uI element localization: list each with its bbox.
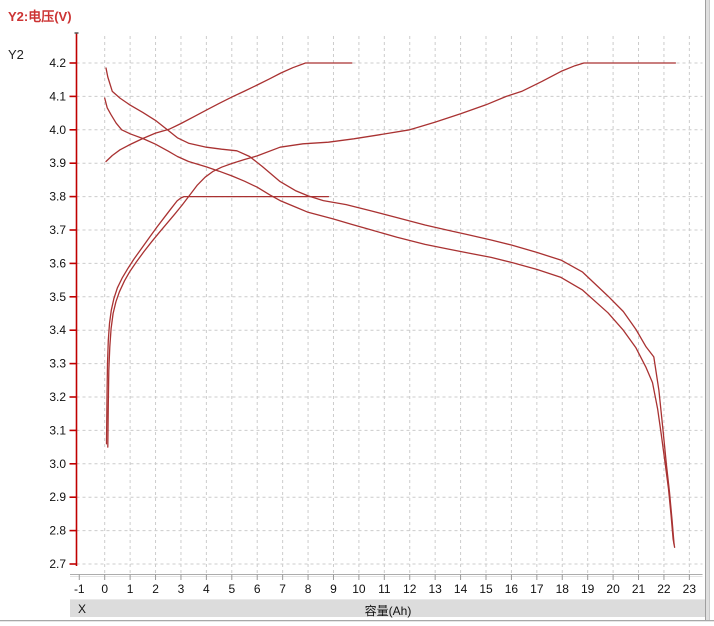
- x-tick-label: 17: [530, 582, 544, 596]
- y-tick-label: 3.0: [49, 457, 66, 471]
- x-tick-label: 2: [152, 582, 159, 596]
- x-tick-label: 5: [228, 582, 235, 596]
- y-tick-label: 2.8: [49, 524, 66, 538]
- x-tick-label: 15: [479, 582, 493, 596]
- x-tick-label: 18: [556, 582, 570, 596]
- x-tick-label: 6: [254, 582, 261, 596]
- x-tick-label: 19: [581, 582, 595, 596]
- y-axis-name: Y2: [8, 47, 24, 62]
- y-tick-label: 3.2: [49, 390, 66, 404]
- x-tick-label: 0: [101, 582, 108, 596]
- x-tick-label: 10: [352, 582, 366, 596]
- curve-charge_fast_to_4v2: [105, 62, 353, 163]
- y-tick-label: 3.9: [49, 156, 66, 170]
- window-right-border: [705, 0, 710, 620]
- x-tick-label: -1: [74, 582, 85, 596]
- x-tick-label: 20: [606, 582, 620, 596]
- x-tick-label: 1: [127, 582, 134, 596]
- curve-discharge_1: [105, 67, 675, 546]
- x-tick-label: 13: [428, 582, 442, 596]
- x-tick-label: 21: [632, 582, 646, 596]
- x-tick-label: 3: [178, 582, 185, 596]
- x-tick-label: 22: [657, 582, 671, 596]
- curve-discharge_2: [104, 97, 676, 548]
- x-tick-label: 14: [454, 582, 468, 596]
- x-tick-label: 7: [279, 582, 286, 596]
- chart-title: Y2:电压(V): [8, 9, 72, 24]
- y-tick-label: 3.4: [49, 323, 66, 337]
- x-tick-label: 4: [203, 582, 210, 596]
- y-tick-label: 2.7: [49, 557, 66, 571]
- y-tick-label: 4.2: [49, 56, 66, 70]
- x-tick-label: 23: [683, 582, 697, 596]
- window-bottom-border: [0, 620, 714, 622]
- x-tick-label: 11: [378, 582, 391, 596]
- x-tick-label: 8: [305, 582, 312, 596]
- y-tick-label: 3.8: [49, 190, 66, 204]
- y-tick-label: 4.0: [49, 123, 66, 137]
- y-tick-label: 3.3: [49, 357, 66, 371]
- x-axis-bar: X 容量(Ah): [70, 599, 706, 618]
- x-tick-label: 9: [330, 582, 337, 596]
- y-tick-label: 3.1: [49, 423, 66, 437]
- curve-charge_cv_3v8: [105, 195, 330, 445]
- x-axis-title: 容量(Ah): [364, 604, 412, 618]
- x-tick-label: 12: [403, 582, 417, 596]
- y-tick-label: 3.5: [49, 290, 66, 304]
- y-tick-label: 4.1: [49, 89, 66, 103]
- x-tick-label: 16: [505, 582, 519, 596]
- x-axis-bar-label: X: [78, 602, 87, 616]
- curve-charge_slow_to_4v2: [107, 62, 677, 448]
- y-tick-label: 2.9: [49, 490, 66, 504]
- y-tick-label: 3.7: [49, 223, 66, 237]
- y-tick-label: 3.6: [49, 256, 66, 270]
